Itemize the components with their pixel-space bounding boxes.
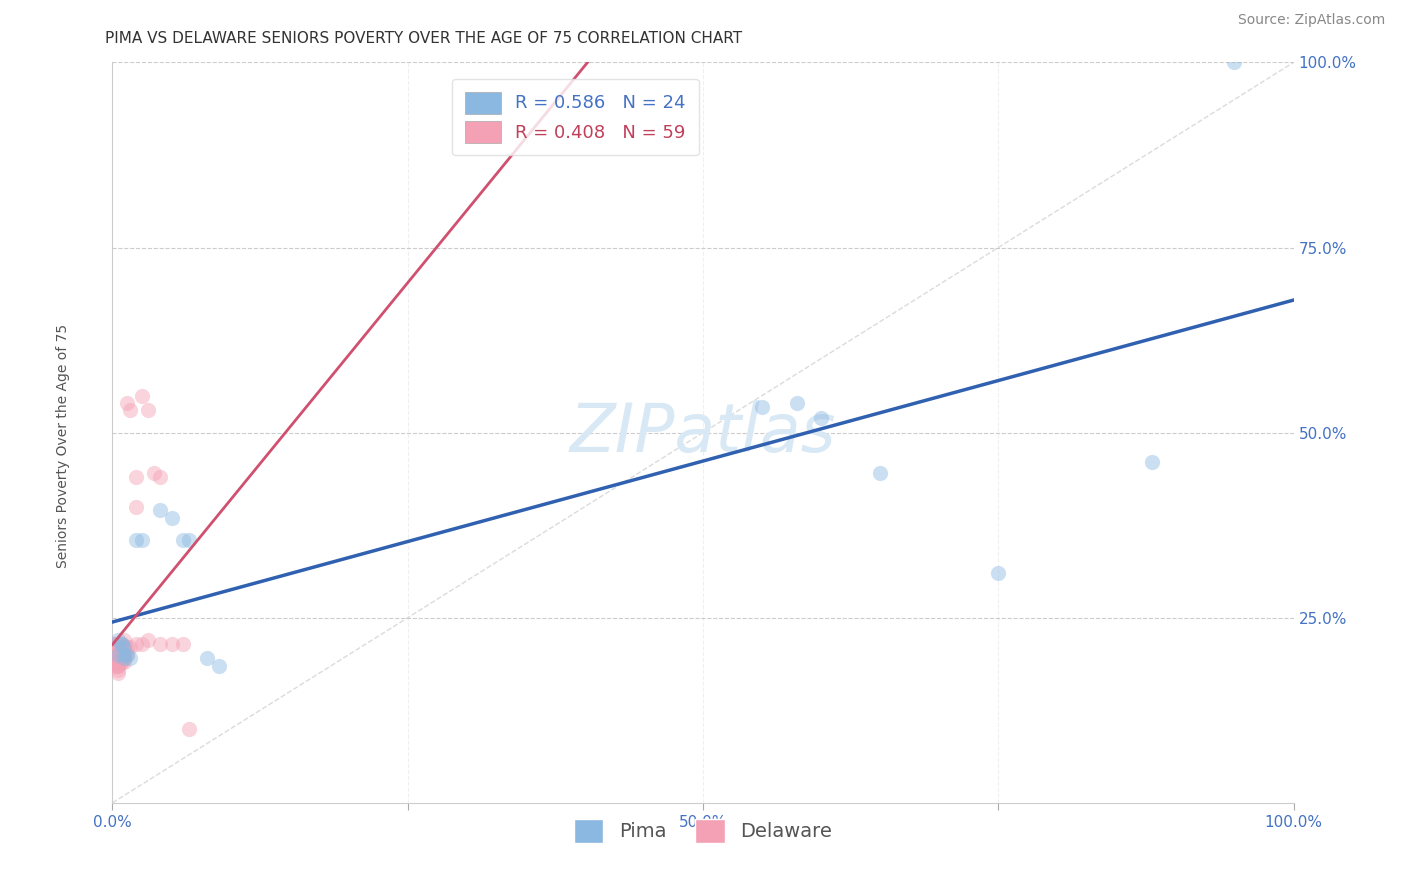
Point	[105, 658, 128, 673]
Point	[105, 648, 128, 662]
Point	[112, 640, 135, 655]
Point	[112, 640, 135, 655]
Point	[107, 655, 129, 669]
Point	[110, 651, 132, 665]
Point	[125, 470, 148, 484]
Point	[107, 644, 129, 658]
Point	[131, 533, 153, 547]
Point	[160, 510, 183, 524]
Point	[112, 655, 135, 669]
Point	[107, 663, 129, 677]
Point	[786, 396, 808, 410]
Text: ZIPatlas: ZIPatlas	[569, 400, 837, 466]
Point	[107, 648, 129, 662]
Point	[131, 388, 153, 402]
Point	[110, 637, 132, 651]
Point	[101, 644, 124, 658]
Point	[115, 640, 138, 655]
Point	[172, 637, 194, 651]
Point	[120, 640, 142, 655]
Point	[120, 651, 142, 665]
Point	[149, 470, 172, 484]
Point	[179, 722, 201, 736]
Point	[107, 640, 129, 655]
Point	[869, 467, 891, 481]
Point	[149, 637, 172, 651]
Point	[110, 640, 132, 655]
Point	[104, 644, 127, 658]
Point	[101, 637, 124, 651]
Point	[104, 651, 127, 665]
Point	[111, 637, 134, 651]
Point	[1223, 55, 1246, 70]
Point	[101, 648, 124, 662]
Point	[160, 637, 183, 651]
Text: Source: ZipAtlas.com: Source: ZipAtlas.com	[1237, 13, 1385, 28]
Point	[115, 396, 138, 410]
Point	[105, 655, 128, 669]
Point	[105, 640, 128, 655]
Point	[810, 410, 832, 425]
Point	[112, 648, 135, 662]
Point	[179, 533, 201, 547]
Point	[125, 500, 148, 514]
Point	[111, 637, 134, 651]
Point	[107, 658, 129, 673]
Point	[107, 651, 129, 665]
Point	[105, 651, 128, 665]
Point	[149, 503, 172, 517]
Point	[112, 644, 135, 658]
Point	[142, 467, 165, 481]
Point	[131, 637, 153, 651]
Point	[1140, 455, 1163, 469]
Point	[195, 651, 218, 665]
Point	[110, 644, 132, 658]
Point	[111, 648, 134, 662]
Point	[105, 655, 128, 669]
Point	[115, 648, 138, 662]
Point	[125, 533, 148, 547]
Point	[105, 640, 128, 655]
Point	[105, 648, 128, 662]
Point	[208, 658, 231, 673]
Text: Seniors Poverty Over the Age of 75: Seniors Poverty Over the Age of 75	[56, 324, 70, 568]
Point	[110, 655, 132, 669]
Point	[105, 644, 128, 658]
Legend: Pima, Delaware: Pima, Delaware	[564, 809, 842, 853]
Point	[111, 655, 134, 669]
Point	[105, 637, 128, 651]
Point	[112, 651, 135, 665]
Point	[107, 648, 129, 662]
Point	[136, 403, 159, 417]
Point	[104, 648, 127, 662]
Point	[110, 648, 132, 662]
Point	[125, 637, 148, 651]
Point	[987, 566, 1010, 581]
Point	[112, 632, 135, 647]
Text: PIMA VS DELAWARE SENIORS POVERTY OVER THE AGE OF 75 CORRELATION CHART: PIMA VS DELAWARE SENIORS POVERTY OVER TH…	[105, 31, 742, 46]
Point	[136, 632, 159, 647]
Point	[115, 648, 138, 662]
Point	[105, 658, 128, 673]
Point	[105, 651, 128, 665]
Point	[107, 666, 129, 681]
Point	[105, 644, 128, 658]
Point	[107, 632, 129, 647]
Point	[112, 651, 135, 665]
Point	[751, 400, 773, 414]
Point	[104, 637, 127, 651]
Point	[172, 533, 194, 547]
Point	[112, 648, 135, 662]
Point	[120, 403, 142, 417]
